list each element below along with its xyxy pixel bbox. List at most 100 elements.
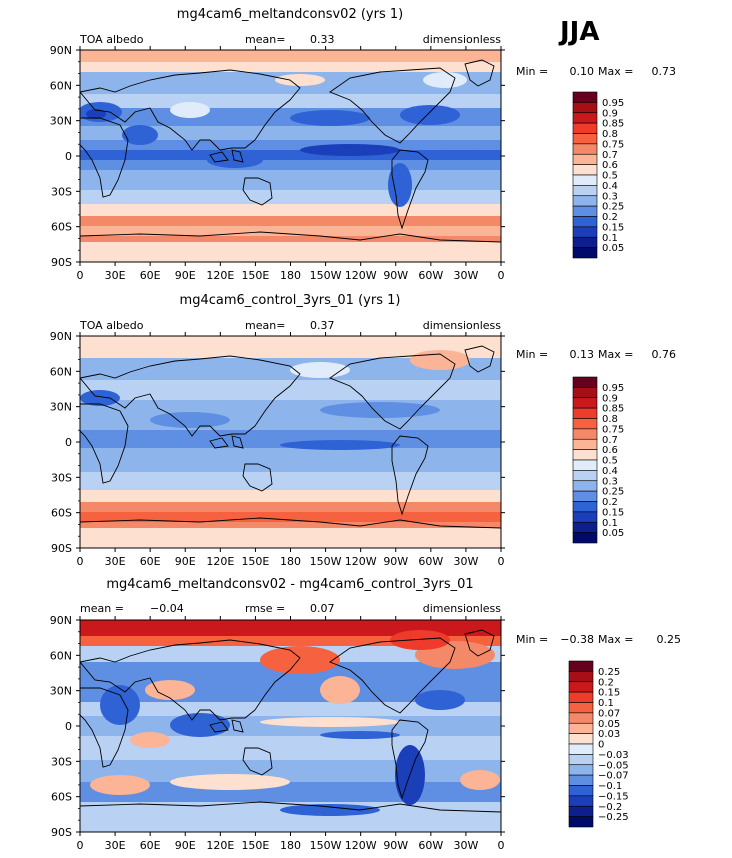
y-tick-label: 0 [65,720,72,733]
colorbar-swatch [568,691,594,703]
colorbar-label: 0.05 [602,528,624,539]
y-tick-label: 60N [50,79,72,92]
colorbar-label: 0.1 [598,698,614,709]
x-tick-label: 150E [241,839,269,852]
colorbar-swatch [572,91,598,103]
colorbar-label: 0.05 [602,243,624,254]
x-tick-label: 30E [105,555,126,568]
y-tick-label: 60S [51,791,72,804]
colorbar-label: 0.9 [602,108,618,119]
colorbar-swatch [572,153,598,165]
colorbar-label: 0.15 [598,688,620,699]
y-tick-label: 30S [51,755,72,768]
panel-1-mean-label: mean= [245,33,285,46]
colorbar-label: 0.6 [602,160,618,171]
season-label: JJA [558,17,599,47]
panel-1-colorbar: 0.950.90.850.80.750.70.60.50.40.30.250.2… [572,91,624,259]
y-tick-label: 90S [51,542,72,555]
colorbar-label: 0.75 [602,139,624,150]
colorbar-swatch [572,397,598,409]
x-tick-label: 90W [383,269,408,282]
x-tick-label: 30W [453,555,478,568]
colorbar-swatch [572,387,598,399]
colorbar-label: 0.6 [602,445,618,456]
panel-2-colorbar: 0.950.90.850.80.750.70.60.50.40.30.250.2… [572,376,624,544]
y-tick-label: 90N [50,330,72,343]
colorbar-label: 0.15 [602,222,624,233]
x-tick-label: 0 [77,555,84,568]
colorbar-label: 0.2 [598,677,614,688]
y-tick-label: 60S [51,507,72,520]
x-tick-label: 120E [206,269,234,282]
x-tick-label: 90E [175,269,196,282]
panel-2: mg4cam6_control_3yrs_01 (yrs 1) TOA albe… [50,293,676,568]
colorbar-swatch [568,671,594,683]
panel-1-units: dimensionless [423,33,502,46]
colorbar-swatch [572,216,598,228]
y-tick-label: 30S [51,185,72,198]
panel-3-min-label: Min = [516,633,548,646]
y-tick-label: 90N [50,44,72,57]
panel-3-min-value: −0.38 [560,633,594,646]
x-tick-label: 180 [280,555,301,568]
colorbar-swatch [568,681,594,693]
panel-1-y-axis: 90N 60N 30N 0 30S 60S 90S [50,44,505,269]
colorbar-label: 0.7 [602,435,618,446]
panel-3-colorbar: 0.250.20.150.10.070.050.030−0.03−0.05−0.… [568,660,629,828]
y-tick-label: 0 [65,150,72,163]
panel-2-max-label: Max = [598,348,633,361]
x-tick-label: 90W [383,839,408,852]
panel-2-units: dimensionless [423,319,502,332]
y-tick-label: 60S [51,221,72,234]
panel-1-x-axis: 0 30E 60E 90E 120E 150E 180 150W 120W 90W 60W 30W 0 [77,46,505,282]
x-tick-label: 0 [77,839,84,852]
panel-3-rmse-value: 0.07 [310,602,335,615]
x-tick-label: 150W [310,269,342,282]
colorbar-swatch [572,185,598,197]
colorbar-label: 0.2 [602,212,618,223]
x-tick-label: 60W [418,269,443,282]
panel-3-max-label: Max = [598,633,633,646]
x-tick-label: 150W [310,839,342,852]
colorbar-label: 0.25 [602,202,624,213]
y-tick-label: 0 [65,436,72,449]
panel-2-mean-label: mean= [245,319,285,332]
colorbar-swatch [568,702,594,714]
colorbar-swatch [568,754,594,766]
colorbar-label: 0.4 [602,466,618,477]
panel-3-mean-label: mean = [80,602,124,615]
x-tick-label: 0 [498,269,505,282]
colorbar-label: 0.15 [602,507,624,518]
panel-3-mean-value: −0.04 [150,602,184,615]
panel-3: mg4cam6_meltandconsv02 - mg4cam6_control… [50,577,681,852]
panel-1-mean-value: 0.33 [310,33,335,46]
colorbar-swatch [572,449,598,461]
panel-2-min-value: 0.13 [570,348,595,361]
colorbar-label: 0.95 [602,98,624,109]
x-tick-label: 150E [241,269,269,282]
panel-1-max-value: 0.73 [652,65,677,78]
x-tick-label: 180 [280,269,301,282]
panel-1-title: mg4cam6_meltandconsv02 (yrs 1) [177,7,403,22]
colorbar-swatch [568,722,594,734]
colorbar-label: 0.8 [602,414,618,425]
y-tick-label: 30N [50,115,72,128]
x-tick-label: 90E [175,839,196,852]
x-tick-label: 120W [345,555,377,568]
colorbar-swatch [572,459,598,471]
colorbar-label: 0 [598,740,604,751]
x-tick-label: 30E [105,839,126,852]
colorbar-swatch [572,205,598,217]
colorbar-label: 0.05 [598,719,620,730]
colorbar-label: 0.9 [602,393,618,404]
panel-1: mg4cam6_meltandconsv02 (yrs 1) TOA albed… [50,7,676,282]
y-tick-label: 60N [50,365,72,378]
colorbar-swatch [572,195,598,207]
panel-3-map [80,620,501,832]
colorbar-label: 0.5 [602,456,618,467]
colorbar-swatch [572,438,598,450]
colorbar-swatch [568,733,594,745]
y-tick-label: 90S [51,826,72,839]
y-tick-label: 30N [50,401,72,414]
colorbar-label: 0.2 [602,497,618,508]
